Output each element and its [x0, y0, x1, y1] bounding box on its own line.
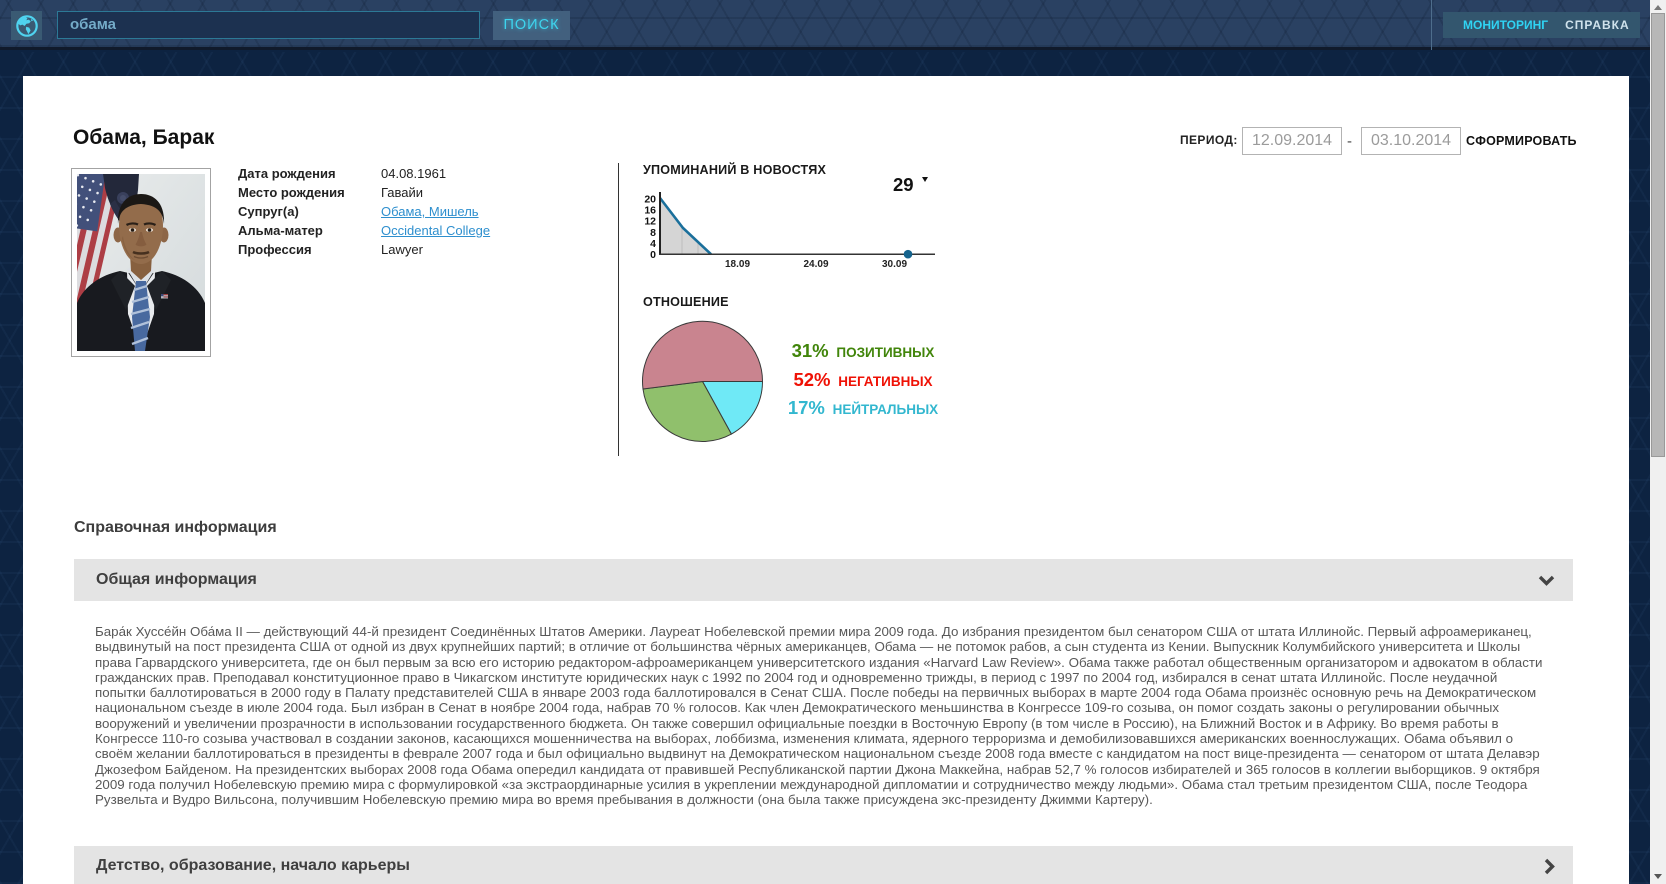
- svg-text:12: 12: [644, 216, 656, 228]
- svg-text:0: 0: [650, 249, 656, 261]
- svg-text:20: 20: [644, 194, 656, 206]
- svg-text:4: 4: [650, 238, 656, 250]
- svg-text:16: 16: [644, 205, 656, 217]
- svg-text:8: 8: [650, 227, 656, 239]
- svg-text:30.09: 30.09: [882, 259, 907, 270]
- svg-text:18.09: 18.09: [725, 259, 750, 270]
- svg-text:24.09: 24.09: [803, 259, 828, 270]
